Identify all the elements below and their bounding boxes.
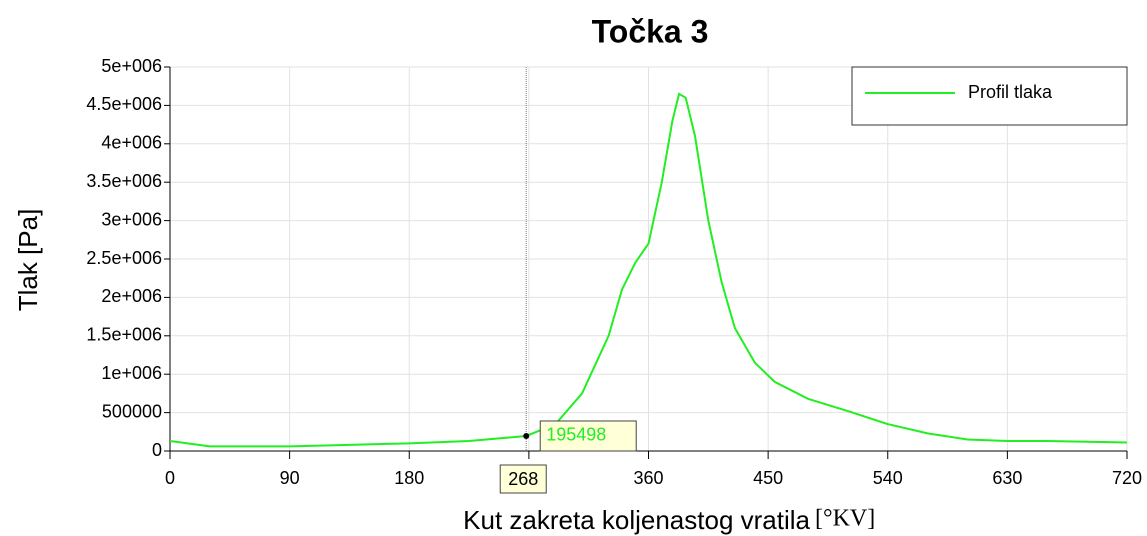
y-tick-label: 4e+006 <box>101 133 162 153</box>
y-tick-label: 4.5e+006 <box>86 94 162 114</box>
x-axis-label: Kut zakreta koljenastog vratila <box>463 505 810 535</box>
y-tick-label: 3.5e+006 <box>86 171 162 191</box>
chart-title: Točka 3 <box>592 13 709 49</box>
legend-box <box>851 66 1128 126</box>
y-tick-label: 1.5e+006 <box>86 325 162 345</box>
cursor-x-label: 268 <box>508 469 538 489</box>
y-tick-label: 2.5e+006 <box>86 248 162 268</box>
y-tick-label: 500000 <box>102 401 162 421</box>
x-tick-label: 90 <box>280 468 300 488</box>
x-tick-label: 360 <box>633 468 663 488</box>
x-tick-label: 0 <box>165 468 175 488</box>
y-tick-label: 3e+006 <box>101 209 162 229</box>
x-tick-label: 450 <box>753 468 783 488</box>
x-tick-label: 180 <box>394 468 424 488</box>
x-tick-label: 630 <box>992 468 1022 488</box>
cursor-y-label: 195498 <box>546 425 606 445</box>
y-axis-label: Tlak [Pa] <box>13 209 43 312</box>
legend-label: Profil tlaka <box>968 82 1053 102</box>
y-tick-label: 1e+006 <box>101 363 162 383</box>
x-axis-unit: [°KV] <box>815 506 875 532</box>
y-tick-label: 0 <box>152 440 162 460</box>
data-line <box>169 92 1128 448</box>
cursor-point <box>523 432 530 439</box>
x-tick-label: 720 <box>1112 468 1142 488</box>
x-tick-label: 540 <box>873 468 903 488</box>
y-tick-label: 5e+006 <box>101 56 162 76</box>
cursor-y-box <box>539 420 637 452</box>
cursor-x-box <box>499 464 547 494</box>
y-tick-label: 2e+006 <box>101 286 162 306</box>
